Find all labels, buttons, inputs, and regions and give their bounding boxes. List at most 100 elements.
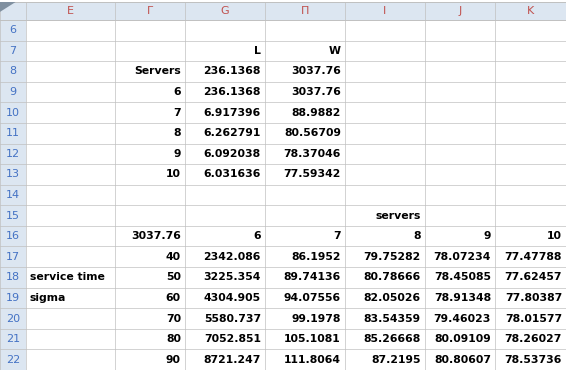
- Bar: [0, 205, 26, 226]
- Text: 80.56709: 80.56709: [284, 128, 341, 138]
- Bar: [0, 246, 26, 267]
- Text: 3037.76: 3037.76: [131, 231, 181, 241]
- Bar: [0, 144, 26, 164]
- Bar: [0, 2, 566, 20]
- Text: 90: 90: [166, 355, 181, 365]
- Bar: [0, 82, 26, 102]
- Text: G: G: [221, 6, 229, 16]
- Text: 94.07556: 94.07556: [284, 293, 341, 303]
- Text: 8: 8: [414, 231, 421, 241]
- Text: 5580.737: 5580.737: [204, 313, 261, 323]
- Text: 50: 50: [166, 272, 181, 282]
- Bar: [0, 308, 26, 329]
- Text: 6.917396: 6.917396: [204, 108, 261, 118]
- Text: 78.37046: 78.37046: [284, 149, 341, 159]
- Text: 7: 7: [10, 46, 16, 56]
- Text: 22: 22: [6, 355, 20, 365]
- Text: 99.1978: 99.1978: [291, 313, 341, 323]
- Text: 16: 16: [6, 231, 20, 241]
- Text: 6.031636: 6.031636: [204, 169, 261, 179]
- Bar: [0, 349, 26, 370]
- Text: 8: 8: [10, 67, 16, 77]
- Text: 8: 8: [174, 128, 181, 138]
- Text: 85.26668: 85.26668: [364, 334, 421, 344]
- Text: 77.47788: 77.47788: [505, 252, 562, 262]
- Text: 17: 17: [6, 252, 20, 262]
- Text: 6: 6: [254, 231, 261, 241]
- Text: I: I: [383, 6, 387, 16]
- Text: 10: 10: [6, 108, 20, 118]
- Text: E: E: [67, 6, 74, 16]
- Text: service time: service time: [30, 272, 105, 282]
- Text: 19: 19: [6, 293, 20, 303]
- Text: 10: 10: [166, 169, 181, 179]
- Text: 60: 60: [166, 293, 181, 303]
- Bar: [0, 123, 26, 144]
- Text: 105.1081: 105.1081: [284, 334, 341, 344]
- Bar: [0, 164, 26, 185]
- Text: 80.09109: 80.09109: [434, 334, 491, 344]
- Text: 6.262791: 6.262791: [204, 128, 261, 138]
- Bar: [0, 61, 26, 82]
- Text: 83.54359: 83.54359: [364, 313, 421, 323]
- Text: 77.59342: 77.59342: [284, 169, 341, 179]
- Bar: [0, 185, 26, 205]
- Text: 7: 7: [173, 108, 181, 118]
- Text: 88.9882: 88.9882: [291, 108, 341, 118]
- Text: 3037.76: 3037.76: [291, 67, 341, 77]
- Text: 7052.851: 7052.851: [204, 334, 261, 344]
- Text: 80.80607: 80.80607: [434, 355, 491, 365]
- Text: 82.05026: 82.05026: [364, 293, 421, 303]
- Text: 86.1952: 86.1952: [291, 252, 341, 262]
- Text: 6: 6: [10, 25, 16, 35]
- Text: 78.53736: 78.53736: [505, 355, 562, 365]
- Text: 13: 13: [6, 169, 20, 179]
- Text: 111.8064: 111.8064: [284, 355, 341, 365]
- Text: 78.91348: 78.91348: [434, 293, 491, 303]
- Text: 236.1368: 236.1368: [204, 67, 261, 77]
- Text: 2342.086: 2342.086: [204, 252, 261, 262]
- Text: 14: 14: [6, 190, 20, 200]
- Text: 20: 20: [6, 313, 20, 323]
- Text: Servers: Servers: [134, 67, 181, 77]
- Text: 9: 9: [10, 87, 16, 97]
- Text: 77.62457: 77.62457: [504, 272, 562, 282]
- Bar: [0, 287, 26, 308]
- Text: 80: 80: [166, 334, 181, 344]
- Text: 80.78666: 80.78666: [364, 272, 421, 282]
- Text: 79.75282: 79.75282: [364, 252, 421, 262]
- Text: 3037.76: 3037.76: [291, 87, 341, 97]
- Text: 8721.247: 8721.247: [204, 355, 261, 365]
- Text: Π: Π: [301, 6, 309, 16]
- Text: 40: 40: [166, 252, 181, 262]
- Bar: [0, 41, 26, 61]
- Text: 6.092038: 6.092038: [204, 149, 261, 159]
- Text: 11: 11: [6, 128, 20, 138]
- Text: 3225.354: 3225.354: [204, 272, 261, 282]
- Text: 78.45085: 78.45085: [434, 272, 491, 282]
- Text: 15: 15: [6, 211, 20, 221]
- Text: 12: 12: [6, 149, 20, 159]
- Text: 77.80387: 77.80387: [505, 293, 562, 303]
- Text: 78.07234: 78.07234: [434, 252, 491, 262]
- Bar: [0, 226, 26, 246]
- Text: servers: servers: [376, 211, 421, 221]
- Polygon shape: [0, 2, 16, 12]
- Text: 9: 9: [483, 231, 491, 241]
- Text: 10: 10: [547, 231, 562, 241]
- Bar: [0, 20, 26, 41]
- Text: 6: 6: [173, 87, 181, 97]
- Text: sigma: sigma: [30, 293, 66, 303]
- Text: K: K: [527, 6, 534, 16]
- Text: 78.26027: 78.26027: [505, 334, 562, 344]
- Text: Γ: Γ: [147, 6, 153, 16]
- Text: 78.01577: 78.01577: [505, 313, 562, 323]
- Text: 18: 18: [6, 272, 20, 282]
- Bar: [0, 329, 26, 349]
- Text: 4304.905: 4304.905: [204, 293, 261, 303]
- Text: 87.2195: 87.2195: [371, 355, 421, 365]
- Text: 236.1368: 236.1368: [204, 87, 261, 97]
- Text: 79.46023: 79.46023: [434, 313, 491, 323]
- Text: 7: 7: [333, 231, 341, 241]
- Text: 21: 21: [6, 334, 20, 344]
